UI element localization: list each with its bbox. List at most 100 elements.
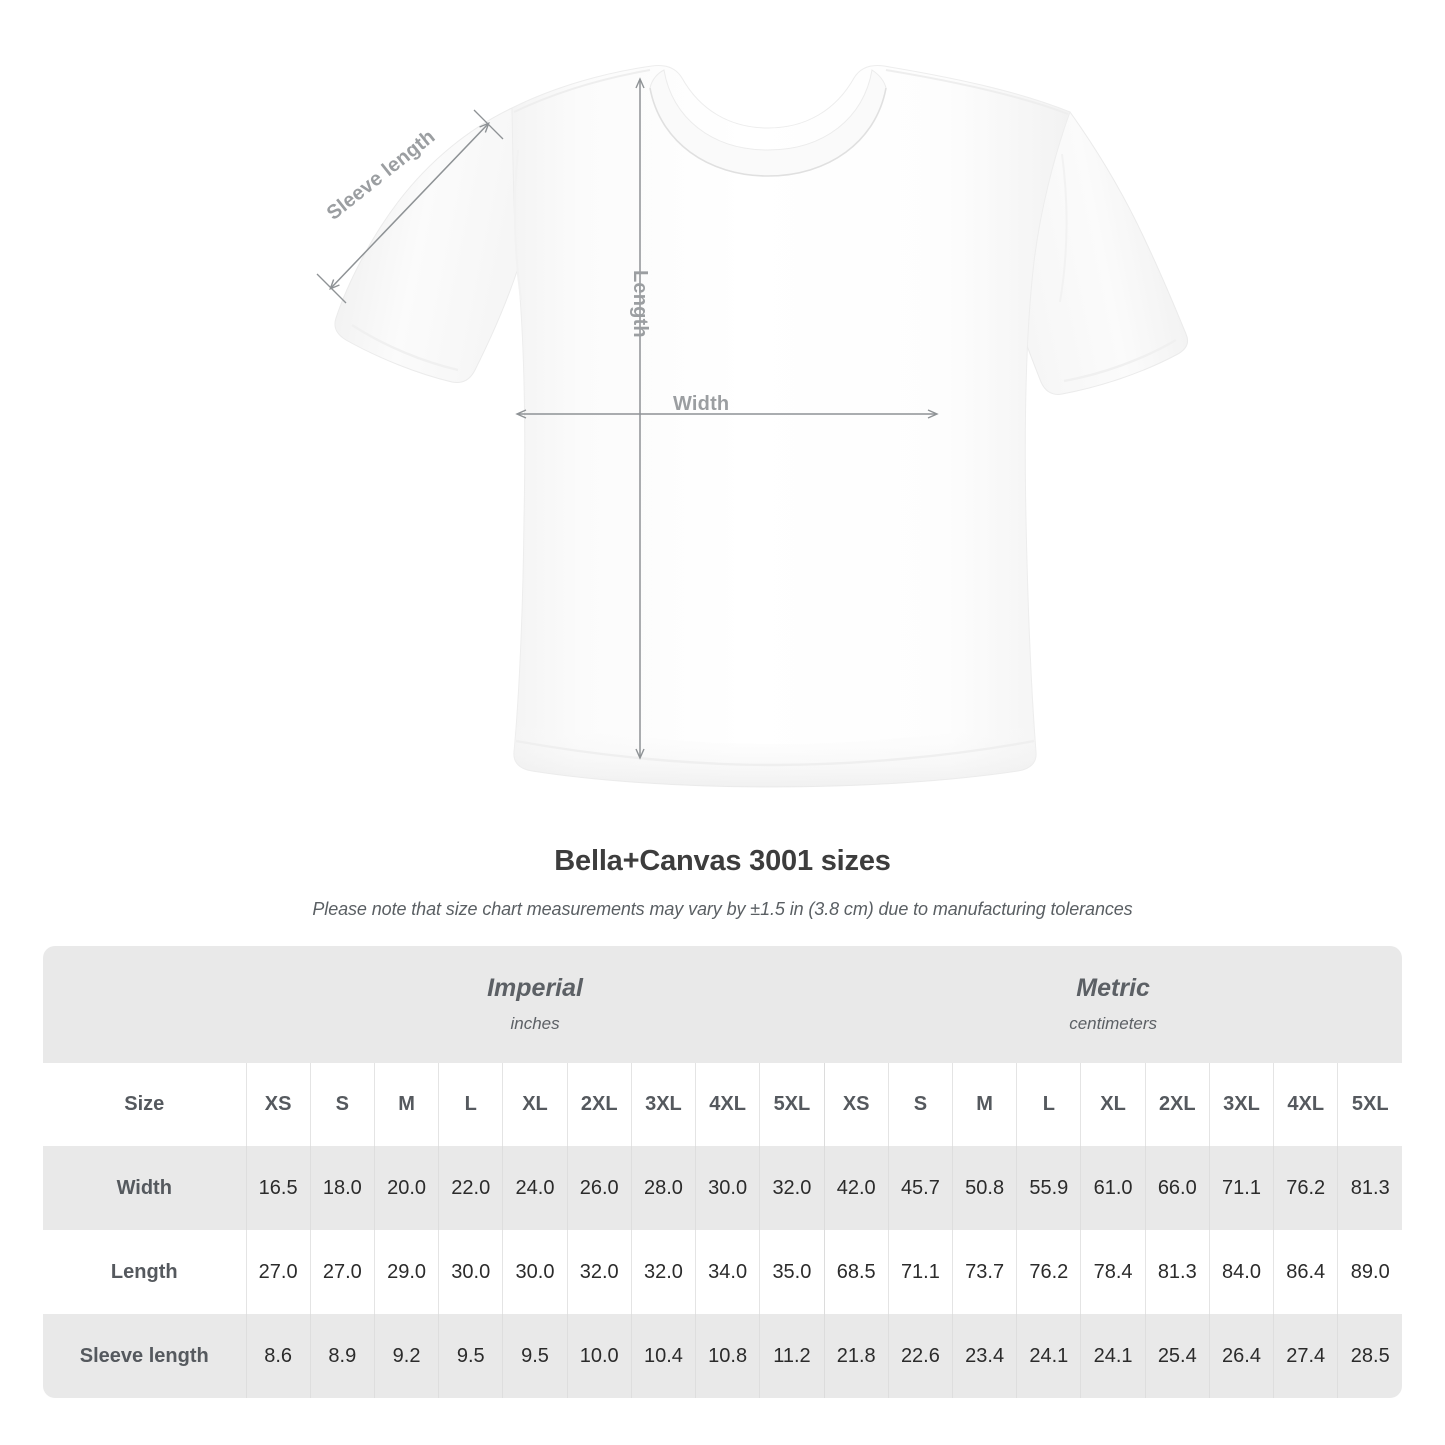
cell-length-imperial-s: 27.0 [309,1230,375,1314]
cell-length-metric-3xl: 84.0 [1208,1230,1274,1314]
cell-length-metric-xl: 78.4 [1080,1230,1146,1314]
cell-sleeve-length-imperial-2xl: 10.0 [566,1314,632,1398]
tshirt-measurement-diagram: Sleeve length Length Width [316,65,1189,788]
size-column-header-imperial-xs: XS [245,1063,311,1146]
unit-system-banner-row: Imperial inches Metric centimeters [43,946,1403,1063]
left-sleeve-cuff [351,323,459,372]
size-column-header-metric-5xl: 5XL [1337,1063,1403,1146]
cell-sleeve-length-metric-4xl: 27.4 [1273,1314,1338,1398]
cell-width-metric-s: 45.7 [887,1146,953,1230]
cell-width-imperial-l: 22.0 [438,1146,503,1230]
title-block: Bella+Canvas 3001 sizes Please note that… [0,845,1445,920]
unit-banner-spacer [43,946,246,1063]
cell-sleeve-length-imperial-3xl: 10.4 [630,1314,696,1398]
cell-sleeve-length-imperial-s: 8.9 [309,1314,375,1398]
size-column-header-imperial-xl: XL [502,1063,568,1146]
cell-length-metric-2xl: 81.3 [1144,1230,1210,1314]
cell-width-metric-xl: 61.0 [1080,1146,1146,1230]
unit-system-name: Metric [1076,974,1150,1003]
size-chart-table: Imperial inches Metric centimeters Size XS S M L… [43,946,1403,1398]
cell-sleeve-length-imperial-m: 9.2 [373,1314,439,1398]
shirt-hem-shading [513,720,1037,787]
cell-sleeve-length-imperial-l: 9.5 [438,1314,503,1398]
cell-width-imperial-s: 18.0 [309,1146,375,1230]
cell-width-metric-2xl: 66.0 [1144,1146,1210,1230]
unit-banner-imperial: Imperial inches [246,946,825,1063]
page-title: Bella+Canvas 3001 sizes [554,845,891,877]
size-column-header-metric-s: S [887,1063,953,1146]
right-armhole-seam [1059,153,1068,303]
cell-length-metric-s: 71.1 [887,1230,953,1314]
sleeve-tick-start [316,273,347,304]
size-column-header-imperial-2xl: 2XL [566,1063,632,1146]
table-row: Width 16.5 18.0 20.0 22.0 24.0 26.0 28.0 30.0 32.… [43,1146,1403,1230]
cell-width-metric-l: 55.9 [1016,1146,1081,1230]
cell-length-imperial-xl: 30.0 [502,1230,568,1314]
cell-width-imperial-xl: 24.0 [502,1146,568,1230]
size-column-header-metric-l: L [1016,1063,1081,1146]
shirt-body-shape [511,65,1071,788]
size-column-header-metric-2xl: 2XL [1144,1063,1210,1146]
cell-width-metric-4xl: 76.2 [1273,1146,1338,1230]
cell-length-imperial-4xl: 34.0 [695,1230,760,1314]
size-header-row: Size XS S M L XL 2XL 3XL 4XL 5XL XS S M L XL 2XL 3XL 4XL 5… [43,1063,1403,1146]
tolerance-note: Please note that size chart measurements… [312,899,1133,919]
cell-length-metric-xs: 68.5 [823,1230,889,1314]
cell-length-imperial-m: 29.0 [373,1230,439,1314]
unit-system-sub: centimeters [1069,1013,1158,1033]
cell-width-metric-3xl: 71.1 [1208,1146,1274,1230]
cell-sleeve-length-metric-5xl: 28.5 [1337,1314,1403,1398]
cell-sleeve-length-imperial-xs: 8.6 [245,1314,311,1398]
cell-sleeve-length-metric-xs: 21.8 [823,1314,889,1398]
cell-length-imperial-3xl: 32.0 [630,1230,696,1314]
left-armhole-seam [514,149,522,301]
measurement-row-label: Sleeve length [43,1314,246,1398]
size-column-header-imperial-5xl: 5XL [759,1063,825,1146]
unit-system-name: Imperial [487,974,583,1003]
cell-sleeve-length-imperial-4xl: 10.8 [695,1314,760,1398]
cell-width-imperial-3xl: 28.0 [630,1146,696,1230]
cell-sleeve-length-metric-s: 22.6 [887,1314,953,1398]
table-row: Length 27.0 27.0 29.0 30.0 30.0 32.0 32.0 34.0 35… [43,1230,1403,1314]
cell-sleeve-length-metric-xl: 24.1 [1080,1314,1146,1398]
cell-width-imperial-5xl: 32.0 [759,1146,825,1230]
cell-sleeve-length-metric-m: 23.4 [952,1314,1017,1398]
cell-length-imperial-l: 30.0 [438,1230,503,1314]
size-column-header-imperial-m: M [373,1063,439,1146]
cell-width-imperial-xs: 16.5 [245,1146,311,1230]
measurement-row-label: Width [43,1146,246,1230]
sleeve-tick-end [473,109,504,140]
cell-sleeve-length-metric-2xl: 25.4 [1144,1314,1210,1398]
size-column-header-imperial-4xl: 4XL [695,1063,760,1146]
size-column-header-metric-3xl: 3XL [1208,1063,1274,1146]
size-column-header-imperial-l: L [438,1063,503,1146]
cell-sleeve-length-metric-l: 24.1 [1016,1314,1081,1398]
tshirt-illustration [316,65,1189,788]
size-column-header-metric-xl: XL [1080,1063,1146,1146]
cell-width-imperial-4xl: 30.0 [695,1146,760,1230]
size-column-header-metric-4xl: 4XL [1273,1063,1338,1146]
size-column-header-metric-m: M [952,1063,1017,1146]
cell-width-imperial-m: 20.0 [373,1146,439,1230]
size-column-header-imperial-3xl: 3XL [630,1063,696,1146]
measurement-row-label: Length [43,1230,246,1314]
left-shoulder-seam [513,69,651,113]
cell-sleeve-length-metric-3xl: 26.4 [1208,1314,1274,1398]
cell-width-metric-m: 50.8 [952,1146,1017,1230]
width-label: Width [673,393,730,415]
size-header-label: Size [43,1063,246,1146]
cell-length-metric-4xl: 86.4 [1273,1230,1338,1314]
cell-length-imperial-xs: 27.0 [245,1230,311,1314]
cell-sleeve-length-imperial-5xl: 11.2 [759,1314,825,1398]
cell-length-metric-5xl: 89.0 [1337,1230,1403,1314]
cell-sleeve-length-imperial-xl: 9.5 [502,1314,568,1398]
right-sleeve-cuff [1063,338,1177,383]
neckline-inner-edge [649,87,887,177]
size-column-header-imperial-s: S [309,1063,375,1146]
sleeve-length-measurement-arrow [329,122,490,290]
table-row: Sleeve length 8.6 8.9 9.2 9.5 9.5 10.0 10.4 10.8… [43,1314,1403,1398]
cell-length-metric-m: 73.7 [952,1230,1017,1314]
cell-width-imperial-2xl: 26.0 [566,1146,632,1230]
right-shoulder-seam [885,69,1069,115]
unit-system-sub: inches [510,1013,560,1033]
